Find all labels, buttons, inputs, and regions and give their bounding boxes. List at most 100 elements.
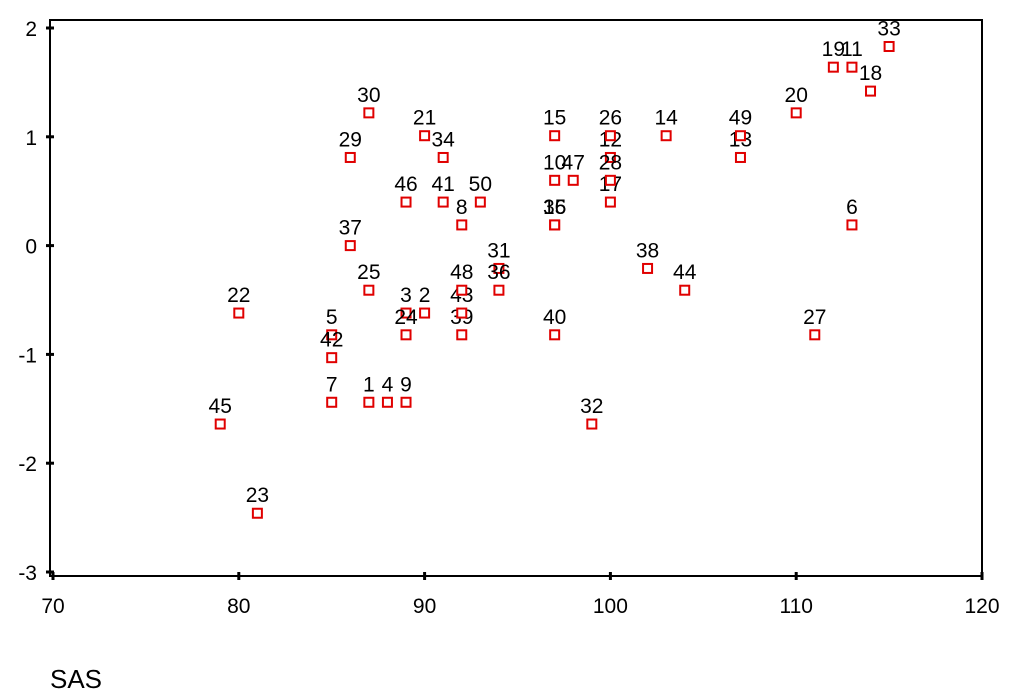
point-marker xyxy=(642,262,654,274)
data-point: 20 xyxy=(785,84,808,119)
point-marker xyxy=(456,329,468,341)
data-point: 6 xyxy=(846,196,858,231)
point-marker xyxy=(326,396,338,408)
point-marker xyxy=(604,130,616,142)
point-marker xyxy=(363,107,375,119)
point-label: 35 xyxy=(543,196,566,219)
data-point: 5 xyxy=(326,306,338,341)
y-tick-label: -1 xyxy=(18,344,37,367)
x-axis: 70 80 90 100 110 120 xyxy=(41,572,1000,618)
point-marker xyxy=(326,352,338,364)
point-marker xyxy=(567,174,579,186)
point-marker xyxy=(549,174,561,186)
point-marker xyxy=(437,196,449,208)
point-label: 30 xyxy=(357,84,380,107)
data-point: 50 xyxy=(469,173,492,208)
point-label: 27 xyxy=(803,306,826,329)
x-tick-label: 100 xyxy=(593,595,628,618)
point-marker xyxy=(363,284,375,296)
point-marker xyxy=(549,130,561,142)
data-point: 21 xyxy=(413,107,436,142)
data-point: 14 xyxy=(654,107,678,142)
data-point: 22 xyxy=(227,284,250,319)
point-label: 37 xyxy=(339,217,362,240)
data-points: 1234567891011121314151617181920212223242… xyxy=(209,17,901,519)
point-marker xyxy=(419,307,431,319)
point-marker xyxy=(827,61,839,73)
point-marker xyxy=(326,329,338,341)
point-label: 33 xyxy=(877,17,900,40)
data-point: 37 xyxy=(339,217,362,252)
point-marker xyxy=(400,329,412,341)
data-point: 23 xyxy=(246,484,269,519)
y-tick-label: -2 xyxy=(18,453,37,476)
y-tick-label: 0 xyxy=(25,236,37,259)
point-label: 40 xyxy=(543,306,566,329)
data-point: 42 xyxy=(320,329,343,364)
point-label: 47 xyxy=(562,151,585,174)
data-point: 40 xyxy=(543,306,566,341)
point-label: 22 xyxy=(227,284,250,307)
point-label: 23 xyxy=(246,484,269,507)
data-point: 49 xyxy=(729,107,752,142)
point-label: 26 xyxy=(599,107,622,130)
point-label: 49 xyxy=(729,107,752,130)
point-label: 45 xyxy=(209,395,232,418)
data-point: 2 xyxy=(419,284,431,319)
x-tick-label: 90 xyxy=(413,595,436,618)
point-label: 19 xyxy=(822,38,845,61)
point-marker xyxy=(865,85,877,97)
point-marker xyxy=(604,151,616,163)
data-point: 8 xyxy=(456,196,468,231)
point-marker xyxy=(456,307,468,319)
data-point: 24 xyxy=(394,306,418,341)
data-point: 45 xyxy=(209,395,232,430)
data-point: 7 xyxy=(326,373,338,408)
point-label: 8 xyxy=(456,196,468,219)
point-label: 24 xyxy=(394,306,418,329)
point-label: 9 xyxy=(400,373,412,396)
y-tick-label: 2 xyxy=(25,18,37,41)
point-marker xyxy=(734,130,746,142)
point-marker xyxy=(586,418,598,430)
point-marker xyxy=(400,196,412,208)
x-tick-label: 80 xyxy=(227,595,250,618)
point-label: 48 xyxy=(450,261,473,284)
data-point: 30 xyxy=(357,84,381,119)
data-point: 31 xyxy=(487,239,511,274)
point-label: 50 xyxy=(469,173,492,196)
point-label: 7 xyxy=(326,373,338,396)
point-marker xyxy=(549,329,561,341)
point-marker xyxy=(456,219,468,231)
point-marker xyxy=(604,174,616,186)
point-label: 4 xyxy=(382,373,394,396)
point-marker xyxy=(251,507,263,519)
x-tick-label: 110 xyxy=(779,595,812,618)
point-marker xyxy=(419,130,431,142)
point-label: 46 xyxy=(394,173,417,196)
data-point: 36 xyxy=(487,261,511,296)
point-marker xyxy=(604,196,616,208)
data-point: 41 xyxy=(432,173,455,208)
data-point: 34 xyxy=(432,128,455,163)
y-tick-label: 1 xyxy=(25,127,37,150)
point-marker xyxy=(456,284,468,296)
x-tick-label: 70 xyxy=(41,595,64,618)
data-point: 29 xyxy=(339,128,362,163)
point-label: 41 xyxy=(432,173,455,196)
point-marker xyxy=(381,396,393,408)
point-label: 20 xyxy=(785,84,808,107)
data-point: 19 xyxy=(822,38,845,73)
point-marker xyxy=(846,61,858,73)
point-marker xyxy=(400,307,412,319)
x-tick-label: 120 xyxy=(964,595,999,618)
point-label: 11 xyxy=(841,38,863,61)
point-marker xyxy=(474,196,486,208)
point-marker xyxy=(660,130,672,142)
point-marker xyxy=(790,107,802,119)
data-point: 1 xyxy=(363,373,375,408)
point-label: 32 xyxy=(580,395,603,418)
point-label: 21 xyxy=(413,107,436,130)
point-label: 15 xyxy=(543,107,566,130)
